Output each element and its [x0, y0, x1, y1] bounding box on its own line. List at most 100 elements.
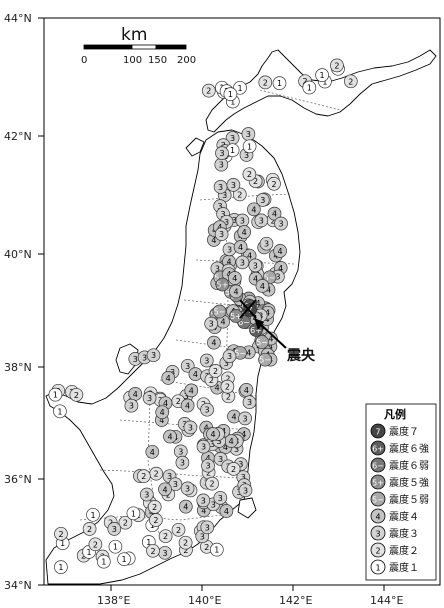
intensity-marker: 4 — [161, 371, 176, 385]
svg-text:2: 2 — [206, 468, 211, 477]
intensity-marker: 1 — [272, 76, 287, 90]
svg-text:2: 2 — [141, 472, 146, 481]
legend-label: 震度６強 — [389, 442, 429, 455]
svg-text:3: 3 — [240, 258, 245, 267]
svg-text:3: 3 — [238, 460, 243, 469]
legend-symbol-text: 6− — [372, 462, 384, 471]
svg-text:4: 4 — [215, 384, 220, 393]
legend-item: 6− 震度６弱 — [370, 457, 429, 473]
svg-text:1: 1 — [57, 407, 62, 416]
intensity-marker: 4 — [163, 429, 177, 444]
svg-text:4: 4 — [221, 318, 226, 327]
svg-text:1: 1 — [101, 558, 106, 567]
sado-island — [115, 343, 139, 375]
svg-text:4: 4 — [241, 430, 246, 439]
svg-text:2: 2 — [87, 525, 92, 534]
svg-text:1: 1 — [87, 548, 92, 557]
svg-text:3: 3 — [259, 216, 264, 225]
legend-item: 7 震度７ — [370, 423, 419, 439]
intensity-marker: 3 — [196, 493, 211, 508]
intensity-marker: 2 — [242, 167, 257, 182]
intensity-marker: 5+ — [215, 277, 230, 292]
svg-text:4: 4 — [266, 286, 271, 295]
legend-symbol — [370, 440, 386, 456]
svg-text:2: 2 — [154, 470, 159, 479]
legend-symbol — [370, 423, 386, 439]
intensity-marker: 3 — [139, 487, 154, 502]
legend-symbol-text: 2 — [375, 547, 380, 556]
svg-text:2: 2 — [231, 465, 236, 474]
svg-text:4: 4 — [229, 437, 234, 446]
svg-text:3: 3 — [147, 394, 152, 403]
intensity-marker: 3 — [175, 455, 190, 470]
legend-item: 2 震度２ — [370, 542, 419, 558]
svg-text:4: 4 — [226, 258, 231, 267]
intensity-marker: 3 — [107, 522, 122, 536]
svg-text:6+: 6+ — [250, 326, 262, 335]
svg-text:4: 4 — [246, 348, 251, 357]
intensity-marker: 2 — [343, 74, 358, 89]
intensity-marker: 3 — [248, 258, 263, 273]
svg-text:3: 3 — [200, 532, 205, 541]
svg-text:3: 3 — [230, 134, 235, 143]
svg-text:4: 4 — [268, 335, 273, 344]
intensity-marker: 3 — [222, 242, 237, 257]
svg-text:4: 4 — [223, 443, 228, 452]
intensity-marker: 2 — [208, 364, 223, 378]
scale-tick-150: 150 — [148, 55, 167, 66]
intensity-marker: 3 — [274, 216, 288, 231]
svg-text:3: 3 — [241, 473, 246, 482]
svg-text:2: 2 — [74, 391, 79, 400]
intensity-marker: 1 — [242, 139, 257, 154]
svg-text:4: 4 — [224, 507, 229, 516]
intensity-marker: 2 — [232, 187, 247, 202]
latitude-axis: 44°N 42°N 40°N 38°N 36°N 34°N — [4, 12, 44, 592]
legend-symbol — [370, 491, 386, 507]
svg-text:2: 2 — [263, 78, 268, 87]
svg-text:1: 1 — [53, 391, 58, 400]
intensity-marker: 3 — [183, 420, 198, 435]
intensity-marker: 3 — [226, 178, 241, 192]
lat-label-44: 44°N — [4, 12, 32, 25]
intensity-marker: 4 — [206, 427, 220, 441]
svg-text:2: 2 — [334, 61, 339, 70]
legend-symbol-text: 1 — [375, 564, 380, 573]
intensity-marker: 2 — [54, 526, 68, 541]
svg-text:1: 1 — [322, 78, 327, 87]
svg-text:2: 2 — [209, 376, 214, 385]
intensity-marker: 2 — [88, 537, 103, 552]
legend-symbol-text: 5+ — [372, 479, 384, 488]
intensity-marker: 4 — [239, 383, 254, 397]
intensity-marker: 1 — [108, 539, 123, 554]
svg-text:3: 3 — [275, 273, 280, 282]
svg-text:2: 2 — [204, 543, 209, 552]
legend-symbol-text: 4 — [375, 513, 380, 522]
svg-text:2: 2 — [176, 526, 181, 535]
svg-text:3: 3 — [205, 406, 210, 415]
intensity-marker: 2 — [149, 466, 164, 481]
intensity-marker: 3 — [204, 316, 219, 331]
intensity-marker: 1 — [302, 80, 317, 95]
intensity-marker: 2 — [258, 75, 273, 90]
svg-text:4: 4 — [242, 228, 247, 237]
legend-label: 震度３ — [389, 527, 419, 540]
svg-text:3: 3 — [222, 191, 227, 200]
intensity-marker: 4 — [178, 499, 193, 514]
svg-text:5−: 5− — [214, 308, 226, 317]
svg-text:3: 3 — [218, 202, 223, 211]
intensity-marker: 4 — [180, 398, 195, 413]
svg-text:3: 3 — [260, 196, 265, 205]
intensity-marker: 3 — [235, 255, 250, 270]
svg-text:2: 2 — [348, 77, 353, 86]
intensity-marker: 3 — [238, 483, 253, 498]
intensity-marker: 3 — [199, 353, 214, 368]
svg-text:1: 1 — [230, 98, 235, 107]
intensity-marker: 3 — [238, 411, 252, 426]
svg-text:5+: 5+ — [217, 281, 229, 290]
intensity-marker: 1 — [53, 404, 67, 419]
lon-label-142: 142°E — [279, 594, 312, 607]
intensity-marker: 3 — [196, 439, 211, 454]
intensity-marker: 3 — [158, 545, 172, 560]
svg-text:3: 3 — [167, 472, 172, 481]
svg-text:1: 1 — [90, 511, 95, 520]
